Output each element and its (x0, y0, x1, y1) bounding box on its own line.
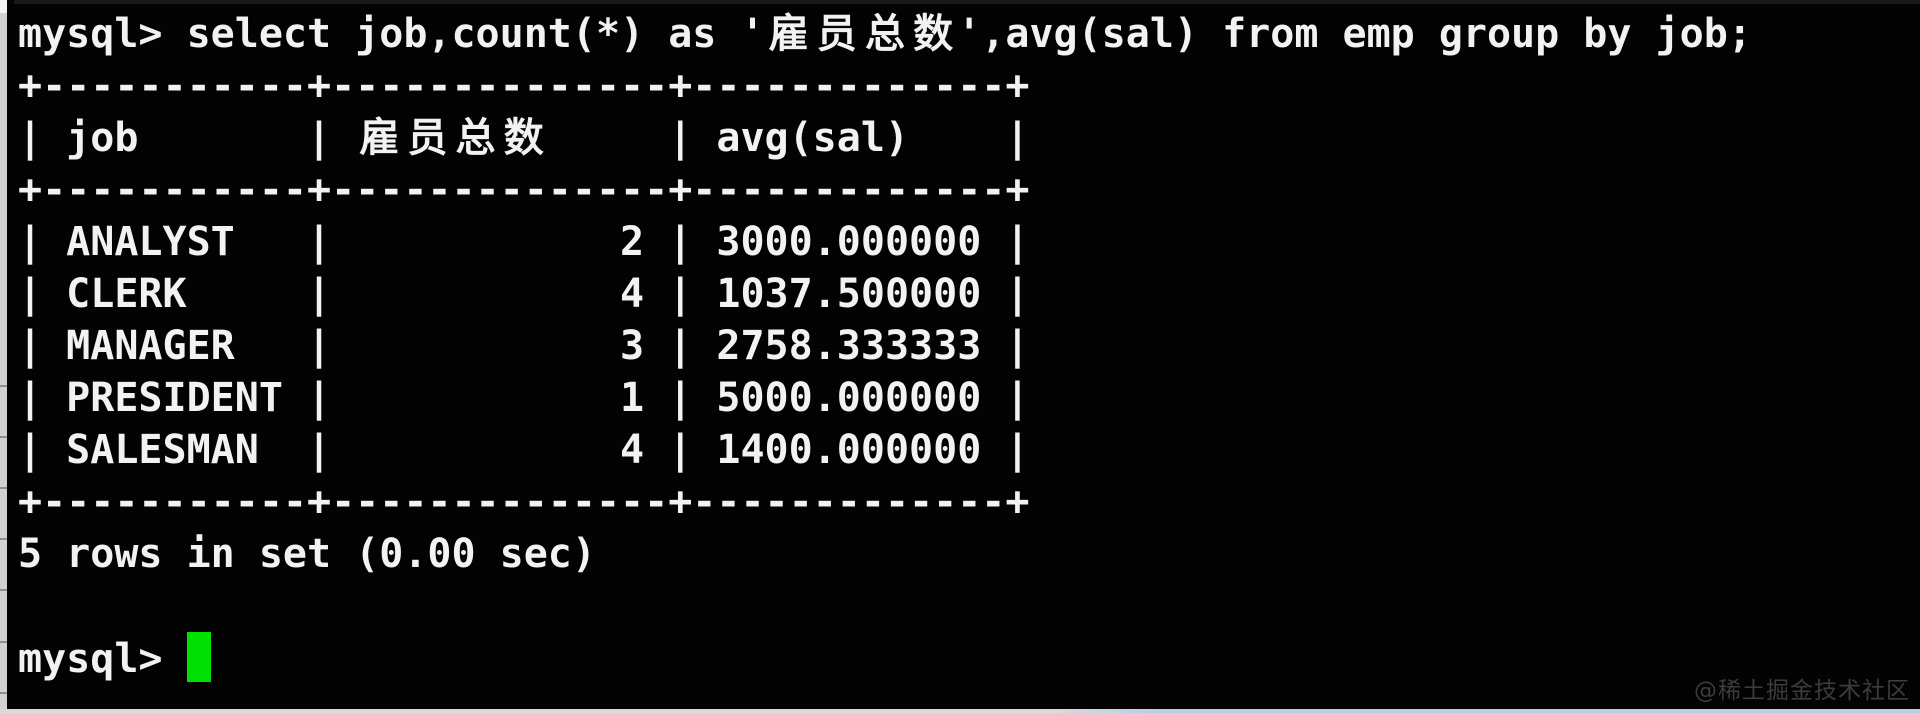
terminal-line: | job | 雇员总数 | avg(sal) | (18, 112, 1920, 164)
left-edge-tick (0, 436, 7, 438)
left-edge-tick (0, 538, 7, 540)
cjk-character: 总 (455, 115, 496, 161)
cjk-character: 员 (407, 115, 448, 161)
terminal-cursor[interactable] (186, 632, 211, 682)
terminal-line: +-----------+--------------+------------… (18, 167, 1030, 213)
terminal-line: 5 rows in set (0.00 sec) (18, 531, 596, 577)
terminal-line: | MANAGER | 3 | 2758.333333 | (18, 323, 1030, 369)
terminal-line: | ANALYST | 2 | 3000.000000 | (18, 219, 1030, 265)
terminal-window[interactable]: mysql> select job,count(*) as ' 雇员总数 ',avg… (7, 0, 1920, 713)
terminal-output: mysql> select job,count(*) as ' 雇员总数 ',avg… (7, 0, 1920, 684)
left-edge-tick (0, 385, 7, 387)
cjk-character: 数 (503, 115, 544, 161)
left-edge-tick (0, 589, 7, 591)
terminal-line: +-----------+--------------+------------… (18, 63, 1030, 109)
terminal-line: +-----------+--------------+------------… (18, 479, 1030, 525)
cjk-character: 雇 (359, 115, 400, 161)
watermark-text: @稀土掘金技术社区 (1694, 678, 1910, 704)
terminal-line: mysql> (18, 632, 1920, 684)
left-edge-tick (0, 487, 7, 489)
terminal-line: | CLERK | 4 | 1037.500000 | (18, 271, 1030, 317)
left-edge-tick (0, 692, 7, 694)
cjk-character: 数 (913, 11, 954, 57)
terminal-line: | PRESIDENT | 1 | 5000.000000 | (18, 375, 1030, 421)
left-edge-top-cap (0, 0, 7, 13)
background-window-left-edge (0, 0, 7, 713)
terminal-line (18, 580, 1920, 632)
cjk-character: 总 (864, 11, 905, 57)
terminal-line: | SALESMAN | 4 | 1400.000000 | (18, 427, 1030, 473)
cjk-character: 员 (816, 11, 857, 57)
left-edge-tick (0, 641, 7, 643)
terminal-top-shade (14, 0, 1920, 4)
terminal-line: mysql> select job,count(*) as ' 雇员总数 ',avg… (18, 8, 1920, 60)
background-window-bottom-edge (0, 709, 1920, 713)
cjk-character: 雇 (768, 11, 809, 57)
